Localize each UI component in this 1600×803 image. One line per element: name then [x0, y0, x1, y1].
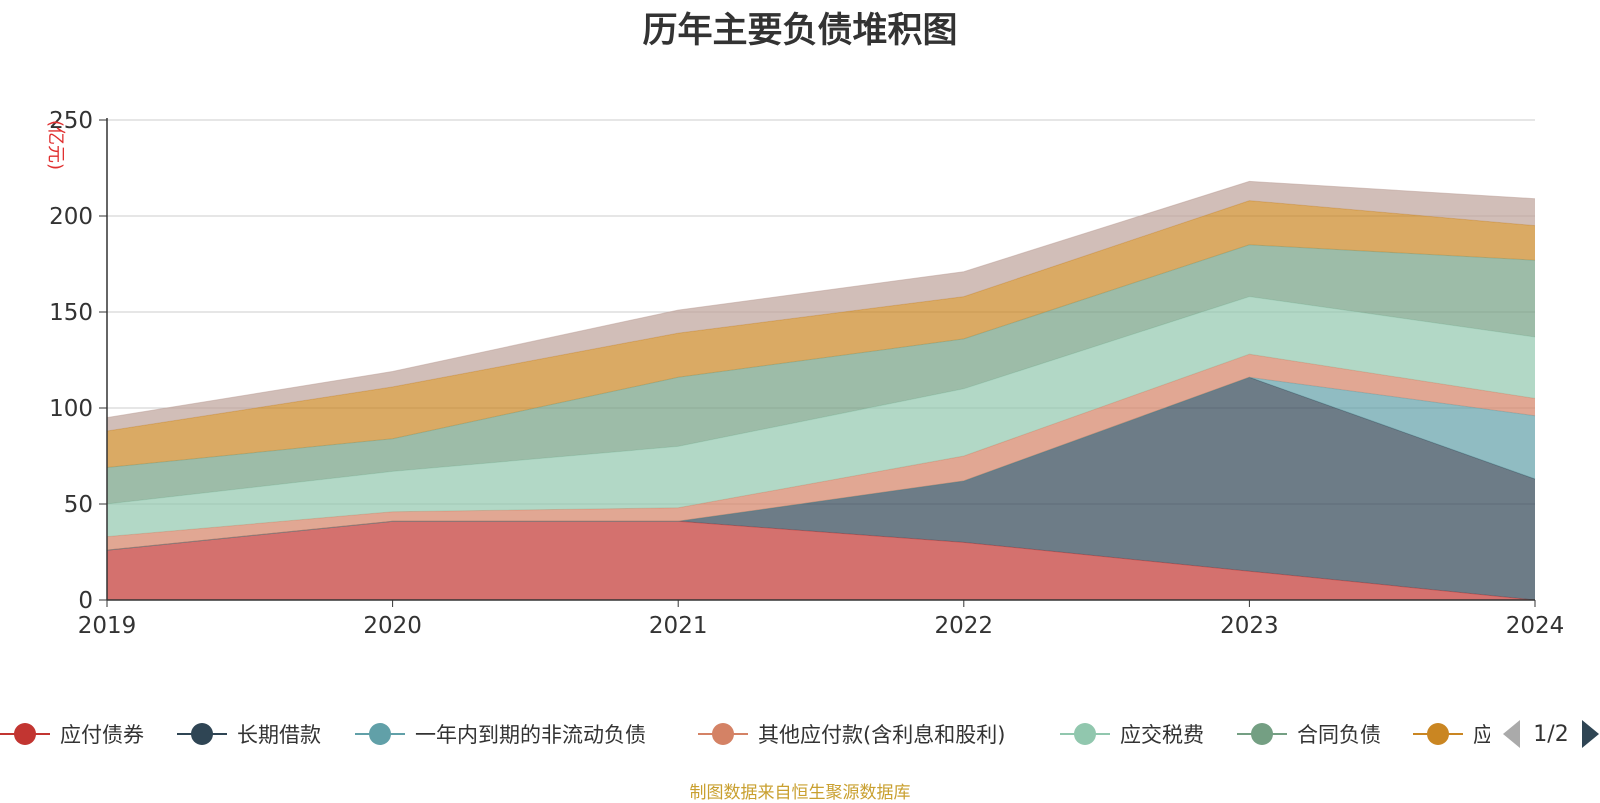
legend-label: 应交税费 [1120, 723, 1204, 747]
legend-label: 应付债券 [60, 723, 144, 747]
legend-item: 长期借款 [177, 723, 321, 747]
x-tick-label: 2023 [1220, 613, 1279, 639]
legend-marker [1074, 723, 1096, 745]
axes: 0 50 100 150 200 250 2019 2020 2021 2022 2023 2024 [49, 108, 1564, 639]
y-tick-label: 200 [49, 204, 93, 230]
y-tick-label: 250 [49, 108, 93, 134]
area-series-7 [107, 200, 1535, 468]
legend-label: 其他应付款(含利息和股利) [758, 723, 1005, 747]
x-tick-label: 2024 [1506, 613, 1565, 639]
legend-item: 其他应付款(含利息和股利) [698, 723, 1005, 747]
x-tick-label: 2021 [649, 613, 708, 639]
y-tick-label: 0 [78, 588, 93, 614]
area-series-8 [107, 181, 1535, 431]
area-series-1 [107, 521, 1535, 600]
y-tick-label: 100 [49, 396, 93, 422]
legend-item: 应交税费 [1060, 723, 1204, 747]
x-tick-label: 2022 [935, 613, 994, 639]
legend-label: 应 [1473, 723, 1494, 747]
y-tick-label: 50 [64, 492, 93, 518]
legend-marker [369, 723, 391, 745]
area-series-4 [107, 354, 1535, 551]
legend-next-page-icon[interactable] [1582, 720, 1599, 748]
x-tick-label: 2019 [78, 613, 137, 639]
stacked-areas [106, 180, 1536, 601]
legend-page-indicator: 1/2 [1533, 722, 1568, 747]
source-note: 制图数据来自恒生聚源数据库 [689, 783, 911, 803]
area-series-5 [107, 296, 1535, 537]
legend-marker [14, 723, 36, 745]
legend-label: 合同负债 [1297, 723, 1381, 747]
area-series-6 [107, 244, 1535, 505]
x-tick-label: 2020 [363, 613, 422, 639]
legend-item: 合同负债 [1237, 723, 1381, 747]
legend: 应付债券 长期借款 一年内到期的非流动负债 其他应付款(含利息和股利) 应交税费 合同负债… [0, 723, 1494, 747]
area-line-series-5 [106, 296, 1536, 505]
y-axis-unit-label: (亿元) [45, 120, 66, 170]
legend-marker [1427, 723, 1449, 745]
legend-marker [712, 723, 734, 745]
legend-item: 应付债券 [0, 723, 144, 747]
legend-pager: 1/2 [1503, 720, 1599, 748]
legend-marker [191, 723, 213, 745]
legend-label: 长期借款 [237, 723, 321, 747]
chart-title: 历年主要负债堆积图 [642, 11, 958, 51]
area-series-2 [107, 377, 1535, 600]
legend-label: 一年内到期的非流动负债 [415, 723, 646, 747]
legend-marker [1251, 723, 1273, 745]
legend-prev-page-icon[interactable] [1503, 720, 1520, 748]
legend-item: 应 [1413, 723, 1494, 747]
legend-item: 一年内到期的非流动负债 [355, 723, 646, 747]
legend-items: 应付债券 长期借款 一年内到期的非流动负债 其他应付款(含利息和股利) 应交税费 合同负债… [0, 723, 1494, 747]
area-line-series-8 [106, 180, 1536, 419]
y-tick-label: 150 [49, 300, 93, 326]
